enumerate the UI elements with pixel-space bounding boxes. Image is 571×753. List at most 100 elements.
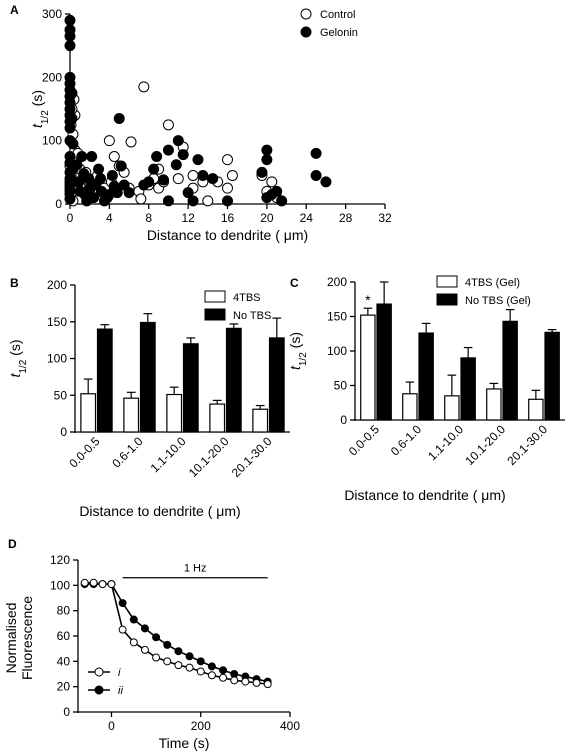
c-bar-open (528, 398, 544, 421)
c-legend-swatch (436, 293, 458, 306)
b-y-axis-label-unit: (s) (7, 339, 23, 359)
a-point-gelonin (310, 147, 322, 159)
a-x-axis-label: Distance to dendrite ( μm) (147, 227, 308, 243)
a-point-gelonin (93, 163, 105, 175)
c-legend-label: No TBS (Gel) (465, 295, 531, 307)
a-point-gelonin (148, 163, 160, 175)
d-point-i (80, 578, 89, 587)
a-point-gelonin (222, 195, 233, 207)
a-point-gelonin (182, 187, 194, 199)
b-bar-filled (182, 343, 199, 433)
d-x-tick-label: 400 (280, 719, 300, 733)
b-y-axis-label: t1/2 (s) (7, 339, 29, 377)
a-point-gelonin (261, 144, 273, 156)
d-point-i (129, 638, 138, 647)
panel-letter-d: D (8, 537, 17, 551)
a-x-tick-label: 8 (145, 211, 152, 225)
d-point-i (140, 645, 149, 654)
a-point-gelonin (118, 179, 130, 191)
c-bar-filled (418, 332, 434, 421)
b-bar-filled (225, 327, 242, 433)
c-bar-filled (502, 320, 518, 421)
d-legend-label: i (118, 667, 121, 679)
c-bar-filled (376, 303, 392, 421)
d-point-ii (219, 666, 228, 675)
a-point-control (103, 135, 115, 147)
a-point-gelonin (64, 40, 76, 52)
d-point-i (207, 671, 216, 680)
a-point-gelonin (88, 192, 100, 204)
c-y-tick-label: 50 (334, 379, 348, 393)
b-bar-open (80, 393, 97, 433)
b-legend-label: 4TBS (233, 292, 261, 304)
d-point-i (163, 657, 172, 666)
b-bar-filled (96, 328, 113, 433)
d-point-ii (129, 615, 138, 624)
c-bar-open (402, 393, 418, 421)
d-x-tick-label: 0 (108, 719, 115, 733)
c-category-label: 1.1-10.0 (425, 422, 466, 463)
a-y-axis-label-unit: (s) (29, 90, 45, 110)
d-legend-marker-i (94, 667, 104, 677)
d-point-ii (163, 640, 172, 649)
c-category-label: 0.0-0.5 (346, 422, 383, 459)
d-y-axis-label: Fluorescence (19, 596, 35, 680)
a-y-axis-label: t1/2 (s) (29, 90, 51, 128)
d-point-ii (174, 647, 183, 656)
d-y-tick-label: 80 (57, 604, 71, 618)
a-point-control (187, 170, 199, 181)
d-point-i (241, 677, 250, 686)
d-point-ii (207, 662, 216, 671)
c-y-tick-label: 150 (327, 310, 347, 324)
c-y-tick-label: 200 (327, 275, 347, 289)
a-point-gelonin (177, 149, 189, 161)
a-point-gelonin (106, 170, 118, 181)
a-point-gelonin (310, 170, 322, 181)
d-point-i (118, 625, 127, 634)
c-y-axis-label-unit: (s) (287, 332, 303, 352)
a-point-control (138, 81, 150, 93)
a-x-tick-label: 20 (260, 211, 274, 225)
a-x-tick-label: 0 (67, 211, 74, 225)
a-point-gelonin (113, 113, 125, 124)
b-bar-open (123, 397, 140, 433)
c-x-axis-label: Distance to dendrite ( μm) (344, 487, 505, 503)
a-point-gelonin (95, 173, 107, 185)
a-point-gelonin (86, 151, 98, 162)
d-point-ii (152, 633, 161, 642)
d-y-tick-label: 40 (57, 654, 71, 668)
d-point-i (89, 578, 98, 587)
a-legend-label: Gelonin (320, 27, 358, 39)
a-x-tick-label: 4 (106, 211, 113, 225)
c-bar-open (486, 388, 502, 421)
a-point-gelonin (67, 138, 79, 150)
d-legend-label: ii (118, 685, 123, 697)
b-category-label: 20.1-30.0 (229, 434, 275, 480)
a-point-gelonin (207, 173, 219, 185)
a-point-gelonin (187, 195, 199, 207)
a-point-gelonin (64, 30, 76, 42)
b-bar-filled (268, 337, 285, 433)
a-point-gelonin (192, 154, 204, 166)
a-point-gelonin (71, 159, 83, 171)
c-legend-swatch (436, 275, 458, 288)
d-point-ii (196, 657, 205, 666)
a-point-control (135, 193, 147, 205)
d-point-i (196, 667, 205, 676)
b-y-axis-label-sub: 1/2 (18, 359, 29, 373)
a-x-tick-label: 28 (339, 211, 353, 225)
a-y-tick-label: 300 (42, 7, 62, 21)
a-point-control (125, 136, 137, 148)
a-point-gelonin (66, 87, 78, 99)
d-point-i (263, 680, 272, 689)
d-x-axis-label: Time (s) (159, 735, 210, 751)
d-y-tick-label: 120 (50, 553, 70, 567)
panel-letter-b: B (10, 276, 19, 290)
b-category-label: 0.0-0.5 (66, 434, 103, 471)
a-point-gelonin (261, 154, 273, 166)
d-point-i (174, 661, 183, 670)
b-y-tick-label: 50 (54, 388, 68, 402)
a-point-gelonin (271, 185, 283, 197)
a-point-gelonin (276, 195, 288, 207)
a-x-tick-label: 16 (221, 211, 235, 225)
